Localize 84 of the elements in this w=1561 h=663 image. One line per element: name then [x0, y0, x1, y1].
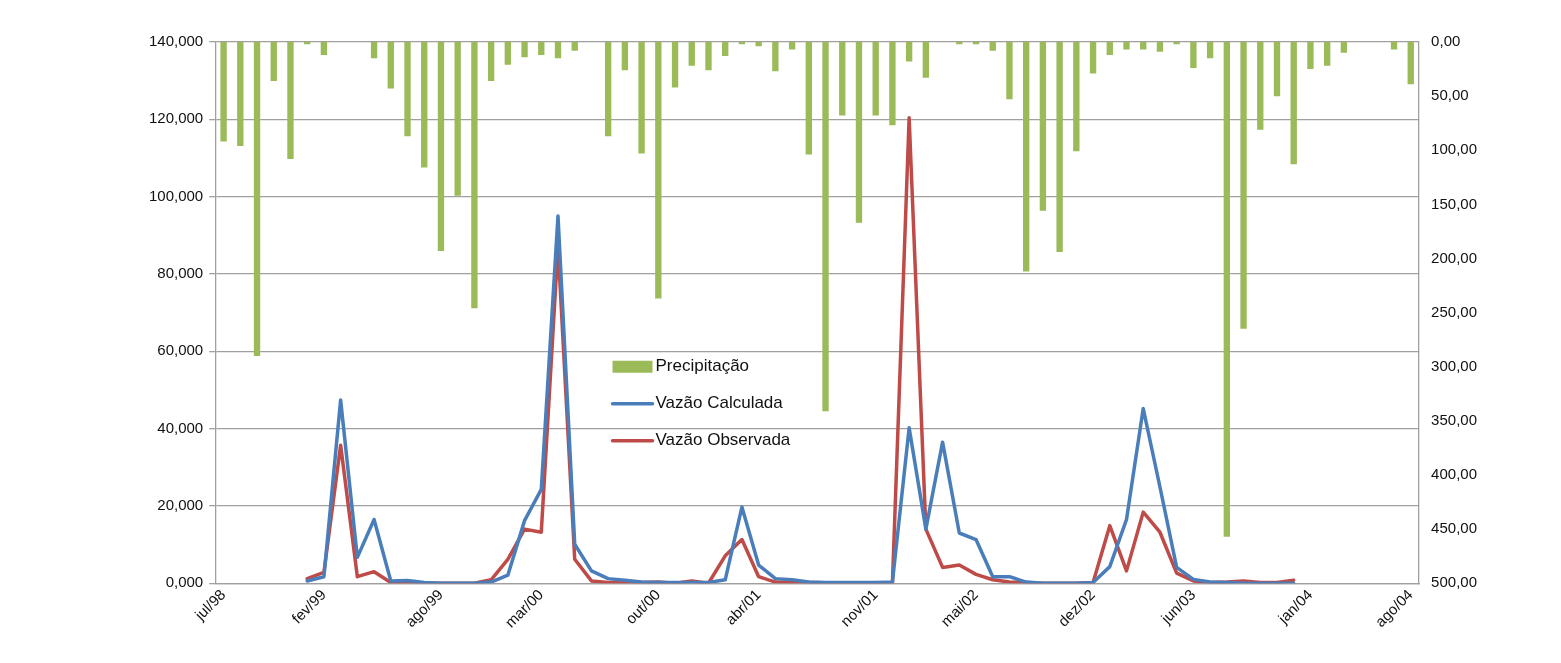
- y-tick-label: 20,000: [157, 496, 204, 514]
- bar: [421, 42, 428, 168]
- bar: [1323, 42, 1331, 66]
- y-tick-label: 0,000: [165, 573, 204, 591]
- bar: [671, 42, 679, 88]
- bar: [604, 42, 612, 137]
- bar: [454, 42, 461, 196]
- bar: [437, 42, 445, 251]
- y-tick-label: 140,000: [148, 32, 204, 50]
- bar: [287, 42, 294, 159]
- y-tick-label: 100,000: [148, 186, 204, 204]
- bar: [554, 42, 562, 59]
- bar: [922, 42, 930, 78]
- bar: [1106, 42, 1113, 55]
- bar: [220, 42, 227, 142]
- bar: [855, 42, 863, 223]
- bar: [538, 42, 545, 55]
- bar: [1039, 42, 1047, 211]
- bar: [905, 42, 913, 62]
- bar: [772, 42, 779, 72]
- y-tick-label: 40,000: [157, 418, 204, 436]
- bar: [705, 42, 712, 71]
- y-tick-label: 120,000: [148, 109, 204, 127]
- bar: [370, 42, 378, 59]
- bar: [571, 42, 578, 51]
- bar: [989, 42, 996, 51]
- y2-tick-label: 300,00: [1431, 356, 1478, 374]
- bar: [1140, 42, 1147, 50]
- legend-label: Vazão Observada: [655, 430, 791, 450]
- y2-tick-label: 150,00: [1431, 194, 1478, 212]
- bar: [1089, 42, 1097, 74]
- y2-tick-label: 350,00: [1431, 411, 1478, 429]
- y2-tick-label: 450,00: [1431, 519, 1478, 537]
- bar: [788, 42, 796, 50]
- bar: [487, 42, 495, 81]
- y2-tick-label: 400,00: [1431, 465, 1478, 483]
- y2-tick-label: 50,00: [1431, 86, 1469, 104]
- bar: [1173, 42, 1180, 45]
- bar: [1240, 42, 1247, 329]
- bar: [270, 42, 277, 81]
- bar: [1073, 42, 1080, 152]
- bar: [822, 42, 829, 412]
- bar: [320, 42, 328, 55]
- y2-tick-label: 250,00: [1431, 302, 1478, 320]
- bar: [504, 42, 512, 65]
- bar: [638, 42, 645, 154]
- bar: [471, 42, 478, 309]
- bar: [1190, 42, 1197, 68]
- bar: [1407, 42, 1414, 85]
- bar: [1307, 42, 1314, 70]
- bar: [621, 42, 629, 71]
- bar: [1223, 42, 1231, 537]
- bar: [1206, 42, 1214, 59]
- bar: [1156, 42, 1164, 52]
- bar: [387, 42, 394, 89]
- bar: [755, 42, 762, 47]
- bar: [1006, 42, 1013, 100]
- bar: [1023, 42, 1030, 272]
- bar: [688, 42, 695, 66]
- bar: [722, 42, 729, 57]
- bar: [237, 42, 244, 146]
- bar: [1123, 42, 1130, 50]
- y-tick-label: 80,000: [157, 264, 204, 282]
- bar: [1340, 42, 1348, 53]
- bar: [1273, 42, 1281, 97]
- legend-label: Precipitação: [655, 356, 750, 376]
- bar: [889, 42, 896, 126]
- bar: [521, 42, 528, 58]
- y-tick-label: 60,000: [157, 341, 204, 359]
- y2-tick-label: 0,00: [1431, 32, 1461, 50]
- bar: [253, 42, 261, 356]
- bar: [655, 42, 662, 299]
- y2-tick-label: 200,00: [1431, 248, 1478, 266]
- bar: [404, 42, 411, 137]
- bar: [1056, 42, 1063, 253]
- bar: [805, 42, 812, 155]
- y2-tick-label: 100,00: [1431, 140, 1478, 158]
- bar: [839, 42, 846, 116]
- bar: [1290, 42, 1297, 165]
- y2-tick-label: 500,00: [1431, 573, 1478, 591]
- bar: [872, 42, 879, 116]
- legend-label: Vazão Calculada: [655, 393, 784, 413]
- bar: [1257, 42, 1264, 130]
- bar: [1390, 42, 1398, 50]
